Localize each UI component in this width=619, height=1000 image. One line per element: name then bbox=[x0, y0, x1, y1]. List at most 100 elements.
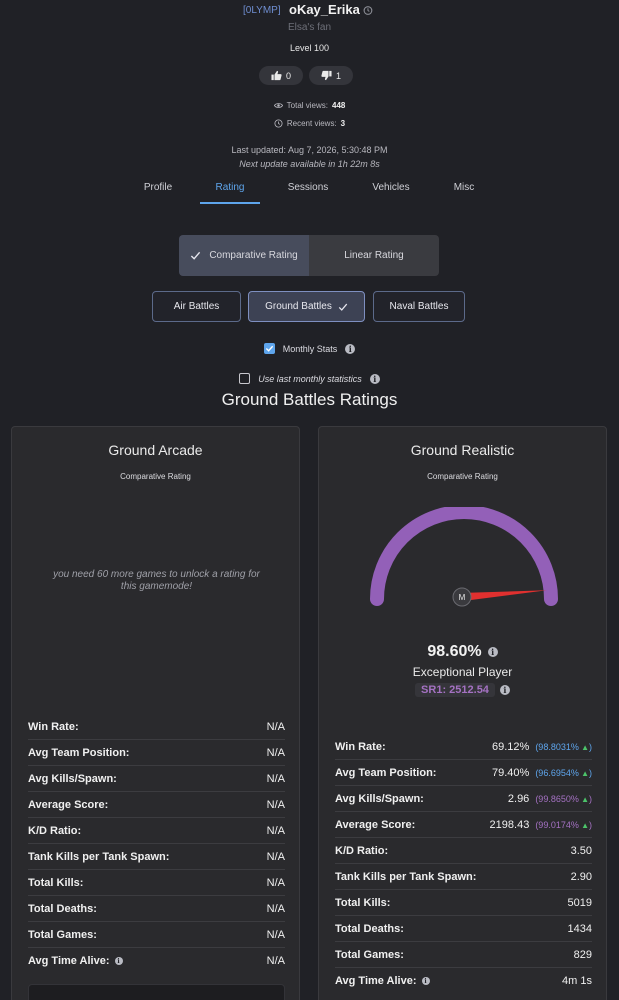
section-title: Ground Battles Ratings bbox=[221, 390, 398, 409]
paren: ) bbox=[589, 793, 592, 804]
stat-label-text: Avg Time Alive: bbox=[28, 955, 110, 967]
card-title: Ground Arcade bbox=[108, 442, 203, 458]
stat-label: Average Score: bbox=[28, 799, 108, 811]
stat-row: Total Games: N/A bbox=[28, 922, 285, 948]
clan-tag[interactable]: [0LYMP] bbox=[243, 5, 281, 16]
stat-value: N/A bbox=[266, 850, 285, 863]
stat-value: N/A bbox=[266, 876, 285, 889]
stat-value-wrap: 5019 bbox=[568, 897, 592, 909]
thumbs-down-icon bbox=[321, 70, 332, 81]
info-icon[interactable]: i bbox=[487, 647, 498, 657]
stat-value: N/A bbox=[266, 824, 285, 837]
stat-row: Tank Kills per Tank Spawn: 2.90 bbox=[335, 864, 592, 890]
tab-sessions[interactable]: Sessions bbox=[287, 182, 329, 193]
stat-label: Avg Team Position: bbox=[335, 767, 436, 779]
tab-vehicles[interactable]: Vehicles bbox=[372, 182, 410, 193]
air-battles-button[interactable]: Air Battles bbox=[152, 291, 241, 322]
downvote-button[interactable]: 1 bbox=[309, 66, 353, 85]
stat-percentile: (96.6954% ▲) bbox=[535, 768, 592, 778]
stat-label: Average Score: bbox=[335, 819, 415, 831]
info-icon[interactable]: i bbox=[499, 685, 510, 695]
stat-label-text: Avg Kills/Spawn: bbox=[335, 792, 424, 805]
stat-row: Total Kills: N/A bbox=[28, 870, 285, 896]
info-icon[interactable]: i bbox=[421, 977, 430, 985]
next-update: Next update available in 1h 22m 8s bbox=[239, 159, 380, 169]
stat-value: N/A bbox=[266, 798, 285, 811]
stat-label: Total Deaths: bbox=[28, 903, 97, 915]
gauge-hub bbox=[452, 587, 472, 607]
stat-percentile: (98.8031% ▲) bbox=[535, 742, 592, 752]
paren: ) bbox=[589, 767, 592, 778]
stat-value-wrap: 2198.43 (99.0174% ▲) bbox=[490, 819, 592, 831]
upvote-button[interactable]: 0 bbox=[259, 66, 303, 85]
stat-row: Avg Team Position: 79.40% (96.6954% ▲) bbox=[335, 760, 592, 786]
stat-row: Avg Team Position: N/A bbox=[28, 740, 285, 766]
paren: ) bbox=[589, 741, 592, 752]
recent-views: Recent views: 3 bbox=[0, 119, 619, 128]
info-icon[interactable]: i bbox=[369, 373, 380, 384]
stat-value: 829 bbox=[573, 948, 592, 961]
profile-tabs: Profile Rating Sessions Vehicles Misc bbox=[0, 182, 619, 204]
stat-row: Total Deaths: 1434 bbox=[335, 916, 592, 942]
stat-label: Avg Kills/Spawn: bbox=[28, 773, 117, 785]
last-monthly-label: Use last monthly statistics bbox=[258, 373, 362, 384]
naval-battles-button[interactable]: Naval Battles bbox=[373, 291, 465, 322]
info-icon[interactable]: i bbox=[345, 343, 356, 354]
realistic-stats: Win Rate: 69.12% (98.8031% ▲) Avg Team Posi… bbox=[335, 734, 592, 994]
stat-label: Avg Team Position: bbox=[28, 747, 129, 759]
rating-gauge: M bbox=[370, 507, 558, 607]
player-level: Level 100 bbox=[289, 43, 330, 53]
eye-icon bbox=[273, 103, 283, 108]
history-icon[interactable] bbox=[362, 5, 373, 16]
stat-label: K/D Ratio: bbox=[28, 825, 81, 837]
info-icon[interactable]: i bbox=[114, 957, 123, 965]
stat-label: Tank Kills per Tank Spawn: bbox=[335, 871, 476, 883]
tab-misc[interactable]: Misc bbox=[453, 182, 475, 193]
stat-value: N/A bbox=[266, 746, 285, 759]
stat-value-wrap: N/A bbox=[267, 721, 285, 733]
up-arrow-icon: ▲ bbox=[578, 742, 589, 752]
stat-value: N/A bbox=[266, 772, 285, 785]
stat-value: 2.96 bbox=[507, 792, 530, 805]
comparative-rating-option[interactable]: Comparative Rating bbox=[179, 235, 309, 276]
stat-value-wrap: N/A bbox=[267, 929, 285, 941]
profile-subtitle: Elsa's fan bbox=[287, 22, 332, 33]
check-icon bbox=[338, 303, 348, 311]
stat-label: Total Kills: bbox=[28, 877, 83, 889]
stat-percentile-value: (99.8650% bbox=[535, 793, 579, 804]
linear-rating-option[interactable]: Linear Rating bbox=[309, 235, 439, 276]
stat-value-wrap: 1434 bbox=[568, 923, 592, 935]
stat-label: Total Games: bbox=[335, 949, 404, 961]
tab-rating[interactable]: Rating bbox=[215, 182, 245, 193]
stat-value-wrap: N/A bbox=[267, 773, 285, 785]
stat-label-text: Win Rate: bbox=[28, 720, 79, 733]
sr-value: SR1: 2512.54 bbox=[415, 683, 495, 697]
monthly-stats-checkbox[interactable] bbox=[263, 343, 275, 354]
upvote-count: 0 bbox=[285, 70, 291, 81]
stat-value-wrap: N/A bbox=[267, 955, 285, 967]
stat-label-text: Avg Team Position: bbox=[335, 766, 437, 779]
stat-value-wrap: N/A bbox=[267, 825, 285, 837]
stat-label: Win Rate: bbox=[28, 721, 79, 733]
check-icon bbox=[191, 251, 201, 260]
stat-row: Avg Kills/Spawn: 2.96 (99.8650% ▲) bbox=[335, 786, 592, 812]
stat-row: Total Deaths: N/A bbox=[28, 896, 285, 922]
ground-battles-button[interactable]: Ground Battles bbox=[248, 291, 365, 322]
air-battles-label: Air Battles bbox=[173, 301, 220, 312]
stat-label-text: Total Kills: bbox=[28, 876, 84, 889]
stat-label-text: Total Games: bbox=[28, 928, 97, 941]
stat-label-text: K/D Ratio: bbox=[335, 844, 389, 857]
stat-label-text: Win Rate: bbox=[335, 740, 386, 753]
total-views-value: 448 bbox=[332, 101, 346, 110]
rating-percent-value: 98.60% bbox=[427, 643, 482, 660]
total-views: Total views: 448 bbox=[0, 101, 619, 110]
stat-label-text: Total Deaths: bbox=[335, 922, 404, 935]
stat-label-text: Tank Kills per Tank Spawn: bbox=[335, 870, 477, 883]
last-monthly-checkbox[interactable] bbox=[239, 373, 251, 384]
profile-header: [0LYMP] oKay_Erika bbox=[0, 2, 619, 20]
stat-row: Average Score: N/A bbox=[28, 792, 285, 818]
stat-value: N/A bbox=[266, 928, 285, 941]
last-monthly-option: Use last monthly statistics i bbox=[0, 373, 619, 384]
stat-label-text: K/D Ratio: bbox=[28, 824, 82, 837]
tab-profile[interactable]: Profile bbox=[143, 182, 173, 193]
